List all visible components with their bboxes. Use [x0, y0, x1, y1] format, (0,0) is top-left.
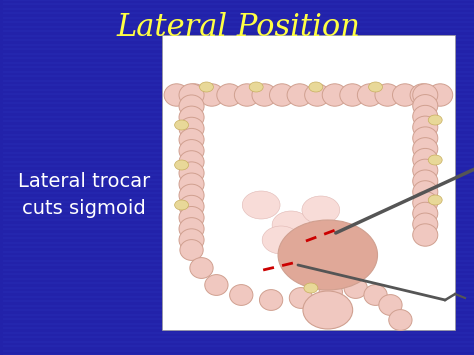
Ellipse shape — [179, 95, 204, 118]
Ellipse shape — [413, 105, 438, 128]
Ellipse shape — [375, 84, 400, 106]
Ellipse shape — [200, 82, 213, 92]
Ellipse shape — [179, 151, 204, 173]
Ellipse shape — [379, 295, 402, 315]
Bar — [162, 35, 455, 330]
Ellipse shape — [319, 282, 342, 302]
Ellipse shape — [179, 195, 204, 218]
Ellipse shape — [413, 213, 438, 235]
Ellipse shape — [369, 82, 383, 92]
Ellipse shape — [272, 211, 310, 239]
Ellipse shape — [242, 191, 280, 219]
Text: Lateral trocar
cuts sigmoid: Lateral trocar cuts sigmoid — [18, 172, 150, 218]
Ellipse shape — [392, 84, 418, 106]
Ellipse shape — [305, 84, 330, 106]
Ellipse shape — [364, 285, 387, 305]
Ellipse shape — [179, 84, 204, 106]
Ellipse shape — [413, 159, 438, 182]
Ellipse shape — [205, 275, 228, 295]
Ellipse shape — [413, 138, 438, 160]
Ellipse shape — [164, 84, 189, 106]
Ellipse shape — [292, 241, 330, 269]
Ellipse shape — [413, 116, 438, 138]
Ellipse shape — [289, 288, 312, 308]
Ellipse shape — [428, 195, 442, 205]
Text: Lateral Position: Lateral Position — [116, 12, 360, 44]
Ellipse shape — [413, 127, 438, 149]
Ellipse shape — [389, 310, 412, 331]
Ellipse shape — [428, 115, 442, 125]
Ellipse shape — [304, 283, 318, 293]
Ellipse shape — [413, 170, 438, 192]
Ellipse shape — [270, 84, 294, 106]
Ellipse shape — [174, 160, 189, 170]
Ellipse shape — [302, 196, 340, 224]
Ellipse shape — [179, 117, 204, 140]
Ellipse shape — [217, 84, 242, 106]
Ellipse shape — [413, 191, 438, 214]
Ellipse shape — [182, 84, 207, 106]
Ellipse shape — [179, 173, 204, 196]
Ellipse shape — [322, 84, 347, 106]
Ellipse shape — [259, 290, 283, 310]
Ellipse shape — [413, 94, 438, 117]
Ellipse shape — [262, 226, 300, 254]
Ellipse shape — [229, 285, 253, 305]
Ellipse shape — [179, 218, 204, 240]
Ellipse shape — [303, 291, 353, 329]
Ellipse shape — [428, 155, 442, 165]
Ellipse shape — [249, 82, 263, 92]
Ellipse shape — [179, 162, 204, 184]
Ellipse shape — [252, 84, 277, 106]
Ellipse shape — [344, 278, 367, 299]
Ellipse shape — [410, 84, 435, 106]
Ellipse shape — [234, 84, 259, 106]
Ellipse shape — [413, 84, 438, 106]
Ellipse shape — [179, 229, 204, 251]
Ellipse shape — [174, 120, 189, 130]
Ellipse shape — [179, 106, 204, 129]
Ellipse shape — [413, 181, 438, 203]
Ellipse shape — [190, 258, 213, 278]
Ellipse shape — [179, 129, 204, 151]
Ellipse shape — [428, 84, 453, 106]
Ellipse shape — [278, 220, 377, 290]
Ellipse shape — [340, 84, 365, 106]
Ellipse shape — [180, 240, 203, 261]
Ellipse shape — [309, 82, 323, 92]
Ellipse shape — [199, 84, 224, 106]
Ellipse shape — [413, 202, 438, 225]
Ellipse shape — [174, 200, 189, 210]
Ellipse shape — [413, 148, 438, 171]
Ellipse shape — [357, 84, 383, 106]
Ellipse shape — [179, 207, 204, 229]
Ellipse shape — [179, 184, 204, 207]
Ellipse shape — [179, 140, 204, 162]
Ellipse shape — [413, 224, 438, 246]
Ellipse shape — [287, 84, 312, 106]
